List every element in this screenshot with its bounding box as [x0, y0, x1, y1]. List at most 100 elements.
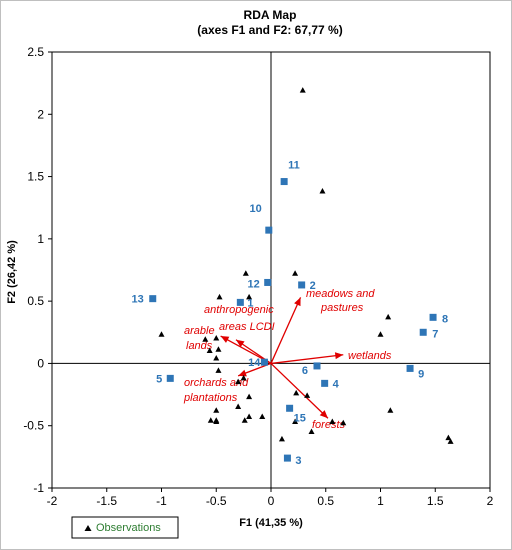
y-tick-label: 1.5	[27, 170, 44, 184]
variable-label: meadows and	[306, 288, 375, 300]
arrow-head-icon	[235, 339, 245, 348]
observation-point	[158, 331, 165, 337]
y-tick-label: -1	[33, 481, 44, 495]
observation-point	[304, 392, 311, 398]
observation-point	[377, 331, 384, 337]
observation-point	[292, 418, 299, 424]
observation-point	[259, 413, 266, 419]
object-marker	[313, 362, 321, 370]
variable-label: forests	[312, 419, 346, 431]
x-tick-label: -1	[156, 494, 167, 508]
x-tick-label: 0	[268, 494, 275, 508]
legend-box	[71, 516, 179, 539]
y-tick-label: 2.5	[27, 45, 44, 59]
observation-point	[235, 378, 242, 385]
observation-point	[445, 434, 452, 441]
observation-point	[340, 419, 347, 426]
object-label: 12	[247, 278, 259, 290]
object-label: 8	[442, 313, 448, 325]
observation-point	[278, 435, 285, 442]
observation-point	[215, 346, 222, 352]
object-marker	[166, 374, 174, 382]
object-marker	[280, 178, 288, 186]
object-label: 6	[302, 365, 308, 377]
y-tick-label: 0	[37, 356, 44, 370]
variable-arrow	[270, 297, 302, 364]
object-label: 15	[294, 412, 306, 424]
x-tick-label: -1.5	[96, 494, 117, 508]
object-label: 2	[310, 280, 316, 292]
observation-point	[213, 354, 220, 361]
observation-point	[241, 417, 248, 423]
observation-point	[246, 413, 253, 419]
variable-vectors: meadows and pastures anthropogenic areas LC…	[183, 288, 392, 431]
variable-arrow	[270, 362, 329, 419]
y-axis-label: F2 (26,42 %)	[6, 240, 18, 304]
observation-point	[207, 417, 214, 423]
observation-point	[387, 407, 394, 413]
object-label: 9	[418, 368, 424, 380]
observation-point	[246, 393, 253, 400]
object-marker	[236, 298, 244, 306]
x-axis-label: F1 (41,35 %)	[239, 517, 303, 529]
x-tick-label: 0.5	[317, 494, 334, 508]
y-tick-label: -0.5	[23, 419, 44, 433]
y-tick-label: 0.5	[27, 294, 44, 308]
y-tick-label: 1	[37, 232, 44, 246]
x-tick-label: -0.5	[206, 494, 227, 508]
y-tick-label: 2	[37, 107, 44, 121]
variable-label: arable	[184, 325, 215, 337]
observation-point	[202, 336, 209, 342]
legend-triangle-icon	[84, 525, 92, 531]
observation-point	[329, 418, 336, 424]
observation-point	[206, 347, 213, 353]
observation-point	[246, 293, 253, 300]
chart-title-line1: RDA Map	[244, 8, 297, 22]
observation-point	[319, 188, 326, 194]
object-label: 14	[248, 357, 261, 369]
variable-label: areas LCDI	[219, 321, 275, 333]
arrow-head-icon	[238, 369, 247, 377]
object-label: 3	[295, 455, 301, 467]
object-marker	[264, 278, 272, 286]
observation-point	[385, 313, 392, 320]
arrow-head-icon	[220, 336, 230, 343]
legend: Observations	[71, 516, 179, 539]
object-label: 13	[131, 294, 143, 306]
plot-area: -2 -1.5 -1 -0.5 0 0.5 1 1.5 2 -1 -0.5 0 0.5 1 1.5 2 2.5	[23, 45, 493, 508]
observation-point	[293, 389, 300, 396]
observation-point	[447, 438, 454, 444]
observation-points	[158, 87, 454, 444]
variable-label: pastures	[320, 302, 364, 314]
x-tick-label: -2	[47, 494, 58, 508]
object-label: 7	[432, 328, 438, 340]
object-marker	[265, 226, 273, 234]
observation-point	[292, 270, 299, 276]
arrow-head-icon	[319, 410, 328, 419]
legend-label: Observations	[96, 522, 161, 534]
observation-point	[235, 403, 242, 410]
object-marker	[321, 379, 329, 387]
arrow-head-icon	[294, 297, 301, 307]
observation-point	[213, 407, 220, 413]
object-label: 5	[156, 373, 162, 385]
object-marker	[260, 358, 268, 366]
observation-point	[240, 374, 247, 381]
variable-label: lands	[186, 340, 213, 352]
variable-arrow	[270, 354, 344, 365]
observation-point	[216, 293, 223, 300]
object-marker	[149, 295, 157, 303]
observation-point	[299, 87, 306, 93]
x-tick-label: 2	[487, 494, 494, 508]
chart-title-line2: (axes F1 and F2: 67,77 %)	[197, 23, 342, 37]
x-tick-label: 1.5	[427, 494, 444, 508]
object-label: 11	[288, 160, 300, 172]
object-marker	[406, 364, 414, 372]
arrow-head-icon	[334, 352, 344, 360]
observation-point	[213, 418, 220, 424]
x-tick-label: 1	[377, 494, 384, 508]
variable-label: anthropogenic	[204, 304, 274, 316]
object-marker	[298, 281, 306, 289]
object-marker	[283, 454, 291, 462]
